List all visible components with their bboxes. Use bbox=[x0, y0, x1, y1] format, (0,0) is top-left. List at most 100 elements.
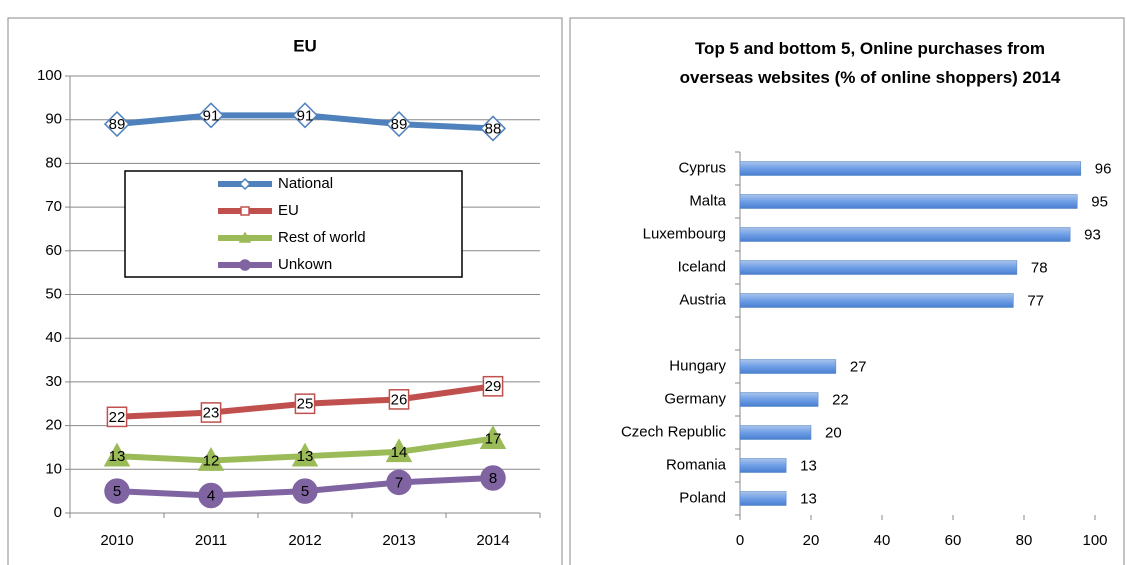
data-label: 5 bbox=[113, 483, 121, 500]
y-tick-label: 90 bbox=[45, 111, 62, 128]
y-tick-label: 60 bbox=[45, 242, 62, 259]
data-label: 25 bbox=[297, 396, 314, 413]
legend-box bbox=[124, 170, 463, 278]
data-label: 5 bbox=[301, 483, 309, 500]
y-tick-label: 20 bbox=[45, 417, 62, 434]
data-label: 12 bbox=[203, 453, 220, 470]
marker bbox=[294, 393, 316, 415]
legend-label: Unkown bbox=[278, 256, 332, 273]
data-label: 13 bbox=[109, 448, 126, 465]
y-tick-label: Germany bbox=[664, 390, 726, 407]
data-label: 91 bbox=[297, 107, 314, 124]
data-label: 4 bbox=[207, 487, 215, 504]
y-tick-label: Iceland bbox=[678, 258, 726, 275]
marker bbox=[291, 442, 319, 467]
data-label: 77 bbox=[1027, 292, 1044, 309]
x-tick-label: 2014 bbox=[476, 532, 509, 549]
bar bbox=[739, 293, 1014, 308]
y-tick-label: 80 bbox=[45, 154, 62, 171]
x-tick-label: 2010 bbox=[100, 532, 133, 549]
marker bbox=[238, 231, 252, 243]
data-label: 13 bbox=[800, 490, 817, 507]
data-label: 23 bbox=[203, 404, 220, 421]
marker bbox=[103, 442, 131, 467]
data-label: 78 bbox=[1031, 259, 1048, 276]
bar bbox=[739, 425, 812, 440]
x-tick-label: 0 bbox=[736, 532, 744, 549]
marker bbox=[240, 206, 250, 216]
marker bbox=[103, 111, 131, 138]
y-tick-label: Austria bbox=[679, 291, 726, 308]
bar bbox=[739, 392, 819, 407]
y-tick-label: Hungary bbox=[669, 357, 726, 374]
data-label: 89 bbox=[109, 116, 126, 133]
data-label: 89 bbox=[391, 116, 408, 133]
y-tick-label: Czech Republic bbox=[621, 423, 727, 440]
data-label: 22 bbox=[109, 409, 126, 426]
marker bbox=[291, 102, 319, 129]
x-tick-label: 80 bbox=[1016, 532, 1033, 549]
left-frame bbox=[7, 17, 563, 565]
data-label: 14 bbox=[391, 444, 408, 461]
y-tick-label: 30 bbox=[45, 373, 62, 390]
y-tick-label: Poland bbox=[679, 489, 726, 506]
marker bbox=[198, 482, 224, 509]
data-label: 26 bbox=[391, 391, 408, 408]
data-label: 96 bbox=[1095, 160, 1112, 177]
y-tick-label: 100 bbox=[37, 67, 62, 84]
y-tick-label: Malta bbox=[689, 192, 726, 209]
data-label: 8 bbox=[489, 470, 497, 487]
data-label: 27 bbox=[850, 358, 867, 375]
bar bbox=[739, 359, 837, 374]
chart-title: EU bbox=[293, 36, 317, 55]
data-label: 13 bbox=[800, 457, 817, 474]
legend-label: Rest of world bbox=[278, 229, 366, 246]
chart-title: Top 5 and bottom 5, Online purchases fro… bbox=[679, 39, 1061, 87]
legend-label: National bbox=[278, 175, 333, 192]
data-label: 93 bbox=[1084, 226, 1101, 243]
marker bbox=[482, 375, 504, 397]
x-tick-label: 40 bbox=[874, 532, 891, 549]
marker bbox=[239, 259, 251, 271]
marker bbox=[479, 425, 507, 450]
y-tick-label: 40 bbox=[45, 329, 62, 346]
data-label: 29 bbox=[485, 378, 502, 395]
marker bbox=[197, 447, 225, 471]
marker bbox=[292, 478, 318, 504]
x-tick-label: 2013 bbox=[382, 532, 415, 549]
marker bbox=[106, 406, 128, 428]
x-tick-label: 60 bbox=[945, 532, 962, 549]
marker bbox=[104, 478, 130, 504]
bar bbox=[739, 458, 787, 473]
y-tick-label: Luxembourg bbox=[643, 225, 726, 242]
data-label: 20 bbox=[825, 424, 842, 441]
bar bbox=[739, 194, 1078, 209]
y-tick-label: 0 bbox=[54, 504, 62, 521]
marker bbox=[238, 177, 252, 191]
y-tick-label: 50 bbox=[45, 285, 62, 302]
y-tick-label: 70 bbox=[45, 198, 62, 215]
data-label: 88 bbox=[485, 120, 502, 137]
x-tick-label: 100 bbox=[1082, 532, 1107, 549]
x-tick-label: 20 bbox=[803, 532, 820, 549]
bar bbox=[739, 227, 1071, 242]
data-label: 22 bbox=[832, 391, 849, 408]
data-label: 7 bbox=[395, 474, 403, 491]
marker bbox=[479, 115, 507, 142]
y-tick-label: Romania bbox=[666, 456, 727, 473]
marker bbox=[385, 438, 413, 463]
marker bbox=[385, 111, 413, 138]
marker bbox=[386, 469, 412, 496]
right-frame bbox=[569, 17, 1125, 565]
marker bbox=[197, 102, 225, 129]
marker bbox=[480, 465, 506, 491]
bar bbox=[739, 491, 787, 506]
data-label: 91 bbox=[203, 107, 220, 124]
bar bbox=[739, 161, 1082, 176]
marker bbox=[200, 402, 222, 423]
data-label: 95 bbox=[1091, 193, 1108, 210]
data-label: 17 bbox=[485, 431, 502, 448]
x-tick-label: 2011 bbox=[195, 532, 227, 549]
